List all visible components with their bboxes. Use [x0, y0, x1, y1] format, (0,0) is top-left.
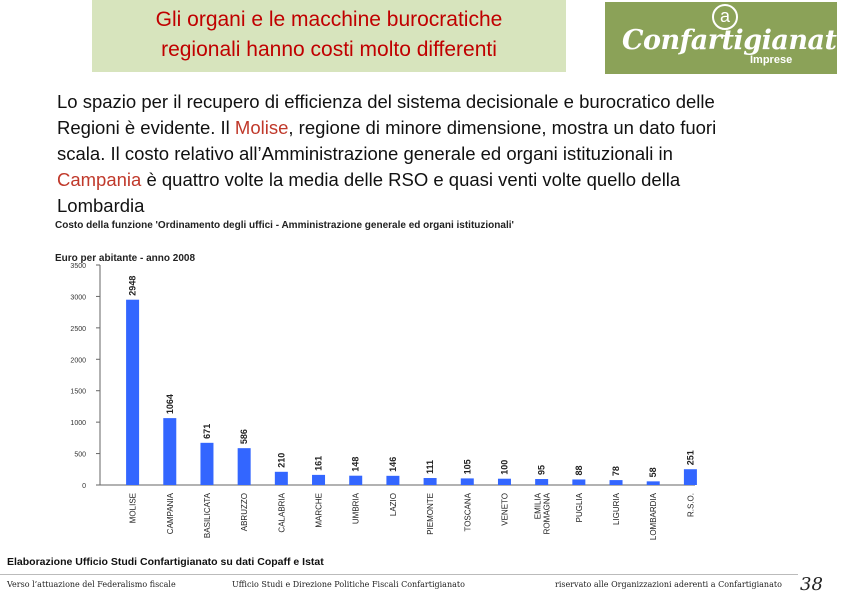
- y-tick-label: 0: [82, 483, 86, 490]
- source-note: Elaborazione Ufficio Studi Confartigiana…: [7, 556, 324, 568]
- highlight-molise: Molise: [234, 117, 289, 138]
- logo-subtitle: Imprese: [750, 54, 793, 66]
- y-tick-label: 3500: [70, 263, 86, 270]
- data-label: 161: [314, 456, 324, 471]
- chart-title: Costo della funzione 'Ordinamento degli …: [55, 220, 514, 231]
- bar: [274, 471, 288, 485]
- footer-left: Verso l’attuazione del Federalismo fisca…: [7, 580, 176, 589]
- highlight-campania: Campania: [57, 169, 142, 190]
- footer-divider: [0, 574, 798, 575]
- bar: [126, 299, 140, 485]
- x-tick-label: CALABRIA: [277, 492, 286, 532]
- data-label: 105: [462, 459, 472, 474]
- data-label: 111: [425, 460, 435, 474]
- body-text-part3: è quattro volte la media delle RSO e qua…: [57, 169, 681, 216]
- data-label: 100: [499, 460, 509, 475]
- x-tick-label: MOLISE: [129, 493, 138, 523]
- bar: [312, 474, 326, 485]
- bar: [200, 442, 214, 485]
- y-tick-label: 1500: [70, 389, 86, 396]
- x-tick-label: LIGURIA: [612, 492, 621, 525]
- data-label: 78: [611, 466, 621, 476]
- x-tick-label: BASILICATA: [203, 492, 212, 538]
- x-tick-label: LOMBARDIA: [649, 492, 658, 540]
- bar: [349, 475, 363, 485]
- data-label: 88: [574, 465, 584, 475]
- bar: [163, 418, 177, 485]
- y-tick-label: 500: [74, 452, 86, 459]
- bar: [386, 475, 400, 485]
- data-label: 95: [537, 465, 547, 475]
- x-tick-label: EMILIAROMAGNA: [534, 492, 552, 534]
- x-tick-label: TOSCANA: [463, 492, 472, 531]
- y-tick-label: 2500: [70, 326, 86, 333]
- data-label: 586: [239, 429, 249, 444]
- slide-body-text: Lo spazio per il recupero di efficienza …: [57, 89, 757, 219]
- data-label: 146: [388, 457, 398, 472]
- x-tick-label: PIEMONTE: [426, 493, 435, 535]
- bar: [683, 469, 697, 485]
- y-tick-label: 1000: [70, 420, 86, 427]
- x-tick-label: UMBRIA: [352, 492, 361, 524]
- data-label: 210: [276, 453, 286, 468]
- bar: [460, 478, 474, 485]
- slide-title-line1: Gli organi e le macchine burocratiche: [155, 8, 503, 31]
- data-label: 2948: [128, 276, 138, 296]
- x-tick-label: VENETO: [500, 493, 509, 526]
- bar: [535, 479, 549, 485]
- body-text-part1: Lo spazio per il recupero di efficienza …: [57, 91, 715, 138]
- x-tick-label: PUGLIA: [575, 492, 584, 522]
- bar: [237, 448, 251, 485]
- data-label: 1064: [165, 394, 175, 414]
- x-tick-label: ABRUZZO: [240, 493, 249, 531]
- data-label: 251: [685, 450, 695, 465]
- footer-center: Ufficio Studi e Direzione Politiche Fisc…: [232, 580, 465, 589]
- body-text-part2: , regione di minore dimensione, mostra u…: [57, 117, 717, 164]
- x-tick-label: MARCHE: [315, 493, 324, 528]
- x-tick-label: LAZIO: [389, 493, 398, 516]
- footer-right: riservato alle Organizzazioni aderenti a…: [555, 580, 782, 589]
- data-label: 58: [648, 467, 658, 477]
- bar: [423, 478, 437, 485]
- bar: [609, 480, 623, 485]
- data-label: 148: [351, 457, 361, 472]
- data-label: 671: [202, 424, 212, 439]
- slide-title-line2: regionali hanno costi molto differenti: [161, 38, 497, 61]
- x-tick-label: CAMPANIA: [166, 492, 175, 534]
- x-tick-label: R.S.O.: [686, 493, 695, 517]
- bar: [572, 479, 586, 485]
- bar: [646, 481, 660, 485]
- chart-units: Euro per abitante - anno 2008: [55, 253, 196, 264]
- y-tick-label: 3000: [70, 294, 86, 301]
- slide-title-box: Gli organi e le macchine burocratiche re…: [92, 0, 566, 72]
- logo-wordmark: Confartigianato: [622, 25, 842, 56]
- bar: [497, 478, 511, 485]
- y-tick-label: 2000: [70, 357, 86, 364]
- logo-symbol-icon: a: [712, 4, 738, 30]
- page-number: 38: [800, 574, 823, 595]
